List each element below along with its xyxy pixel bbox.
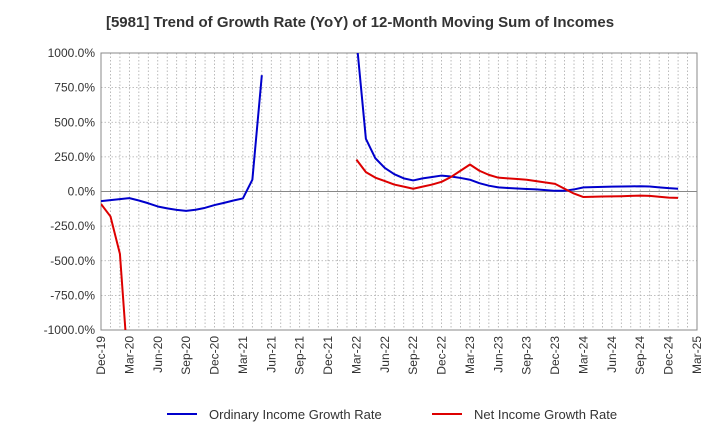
series-line-net-income [101,159,679,330]
x-tick-label: Jun-20 [151,336,165,373]
x-tick-label: Dec-21 [321,336,335,375]
x-tick-label: Sep-22 [406,336,420,375]
x-tick-label: Dec-19 [94,336,108,375]
x-tick-label: Jun-24 [605,336,619,373]
x-tick-label: Mar-25 [690,336,704,374]
y-tick-label: -1000.0% [44,323,96,337]
x-tick-label: Dec-22 [435,336,449,375]
y-tick-label: 1000.0% [48,46,96,60]
y-tick-label: 750.0% [54,81,95,95]
y-tick-label: -750.0% [50,288,95,302]
x-tick-label: Sep-23 [520,336,534,375]
x-tick-label: Dec-24 [662,336,676,375]
y-tick-label: -500.0% [50,254,95,268]
x-tick-label: Mar-21 [236,336,250,374]
y-tick-label: -250.0% [50,219,95,233]
legend-label: Ordinary Income Growth Rate [209,407,382,422]
x-tick-label: Mar-20 [122,336,136,374]
y-tick-label: 500.0% [54,115,95,129]
x-tick-label: Sep-24 [633,336,647,375]
x-tick-label: Mar-23 [463,336,477,374]
series-line-ordinary-income [101,53,679,212]
x-tick-label: Mar-22 [349,336,363,374]
y-tick-label: 250.0% [54,150,95,164]
x-tick-label: Sep-21 [293,336,307,375]
plot-frame [100,52,698,331]
x-tick-label: Dec-23 [548,336,562,375]
legend-label: Net Income Growth Rate [474,407,617,422]
x-tick-label: Sep-20 [179,336,193,375]
x-tick-label: Mar-24 [576,336,590,374]
x-tick-label: Jun-22 [378,336,392,373]
x-tick-label: Dec-20 [208,336,222,375]
y-tick-label: 0.0% [68,185,96,199]
x-tick-label: Jun-21 [264,336,278,373]
chart-title: [5981] Trend of Growth Rate (YoY) of 12-… [105,14,615,31]
x-tick-label: Jun-23 [491,336,505,373]
